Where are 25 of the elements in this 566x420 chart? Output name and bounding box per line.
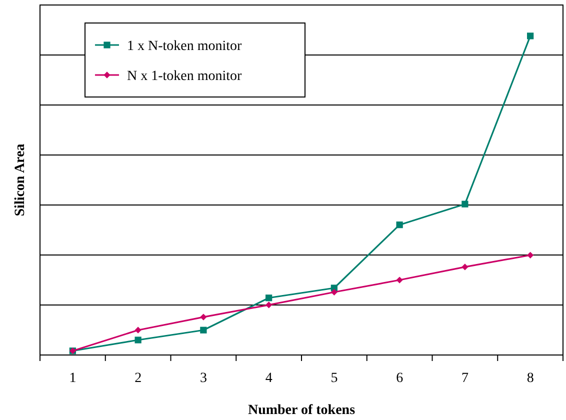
point xyxy=(526,32,534,40)
x-tick-label: 7 xyxy=(461,371,468,386)
point xyxy=(200,326,207,334)
x-tick-label: 8 xyxy=(526,371,534,386)
point xyxy=(462,200,468,208)
x-tick-label: 4 xyxy=(265,371,272,386)
point xyxy=(396,276,403,284)
point xyxy=(396,222,403,228)
point xyxy=(266,302,272,308)
legend-label: N x 1-token monitor xyxy=(127,69,242,84)
point xyxy=(462,264,468,270)
point xyxy=(527,252,534,258)
point xyxy=(134,336,142,344)
x-tick-label: 5 xyxy=(330,371,338,386)
x-axis-title: Number of tokens xyxy=(248,403,356,418)
x-tick-label: 1 xyxy=(69,371,76,386)
x-tick-label: 2 xyxy=(134,371,142,386)
point xyxy=(200,314,207,320)
legend-label: 1 x N-token monitor xyxy=(127,39,242,54)
point xyxy=(265,294,272,302)
point xyxy=(330,288,338,296)
x-tick-label: 3 xyxy=(200,371,207,386)
y-axis-title: Silicon Area xyxy=(13,144,28,216)
point xyxy=(134,326,142,334)
x-tick-label: 6 xyxy=(396,371,404,386)
